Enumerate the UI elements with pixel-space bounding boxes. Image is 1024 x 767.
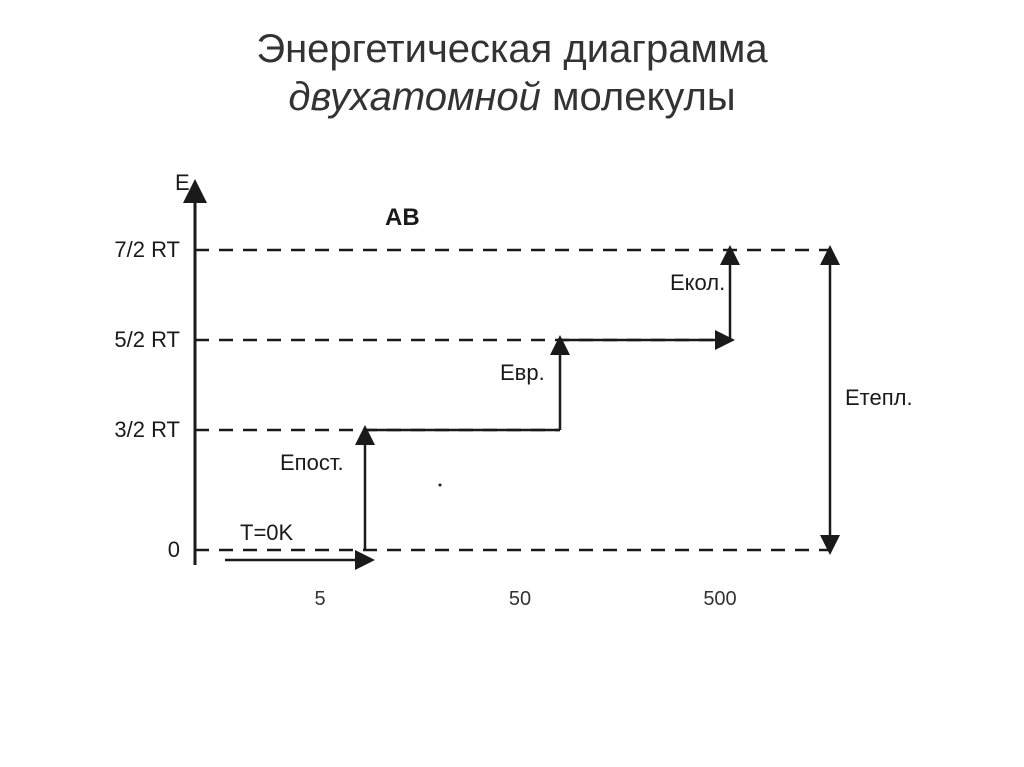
step2-label: Eвр. [500,360,545,385]
t-zero-label: T=0K [240,520,294,545]
molecule-label: AB [385,204,420,231]
x-tick-5: 5 [314,588,325,610]
level-3-2-label: 3/2 RT [114,417,180,442]
title-line2-italic: двухатомной [288,75,541,119]
step3-label: Eкол. [670,270,725,295]
level-7-2-label: 7/2 RT [114,237,180,262]
level-0-label: 0 [168,537,180,562]
page-title: Энергетическая диаграмма двухатомной мол… [0,0,1024,121]
y-axis-label: E [175,170,190,195]
energy-diagram: E 5 50 500 7/2 RT 5/2 RT 3/2 RT 0 AB T=0… [0,170,1024,730]
title-line1: Энергетическая диаграмма [256,27,767,71]
x-tick-500: 500 [703,588,736,610]
level-5-2-label: 5/2 RT [114,327,180,352]
total-label: Eтепл. [845,385,913,410]
dot [439,484,442,487]
title-line2-rest: молекулы [541,75,736,119]
x-tick-50: 50 [509,588,531,610]
step1-label: Eпост. [280,450,344,475]
